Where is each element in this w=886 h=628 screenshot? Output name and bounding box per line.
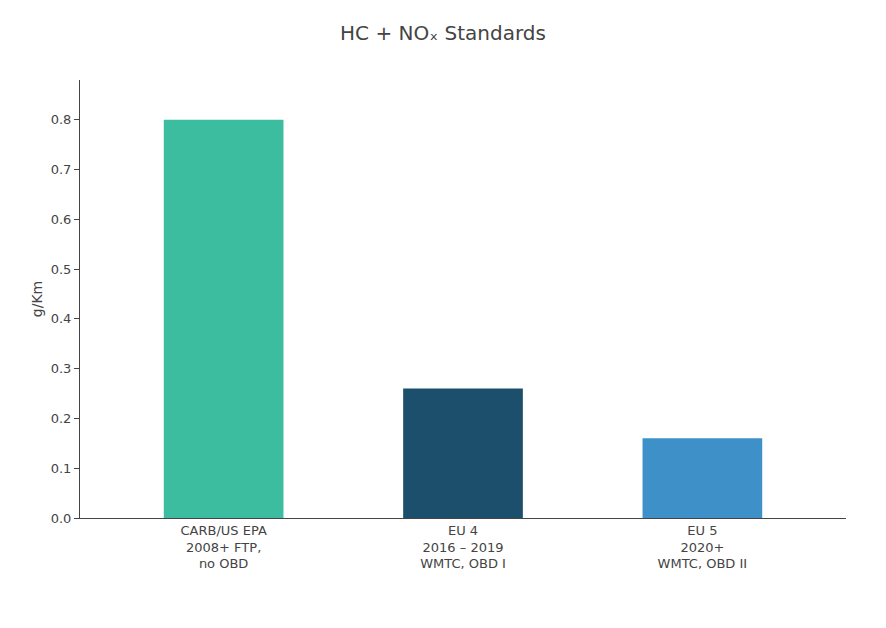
svg-text:0.1: 0.1	[51, 461, 72, 476]
svg-text:EU 52020+WMTC, OBD II: EU 52020+WMTC, OBD II	[658, 523, 748, 572]
svg-text:0.4: 0.4	[51, 311, 72, 326]
svg-text:g/Km: g/Km	[29, 281, 45, 317]
svg-text:0.5: 0.5	[51, 262, 72, 277]
svg-text:CARB/US EPA2008+ FTP,no OBD: CARB/US EPA2008+ FTP,no OBD	[180, 523, 266, 572]
svg-text:EU 42016 – 2019WMTC, OBD I: EU 42016 – 2019WMTC, OBD I	[420, 523, 506, 572]
svg-text:HC + NOₓ Standards: HC + NOₓ Standards	[340, 21, 546, 45]
svg-text:0.0: 0.0	[51, 511, 72, 526]
svg-text:0.3: 0.3	[51, 361, 72, 376]
svg-text:0.7: 0.7	[51, 162, 72, 177]
svg-text:0.2: 0.2	[51, 411, 72, 426]
svg-text:0.8: 0.8	[51, 112, 72, 127]
svg-text:0.6: 0.6	[51, 212, 72, 227]
